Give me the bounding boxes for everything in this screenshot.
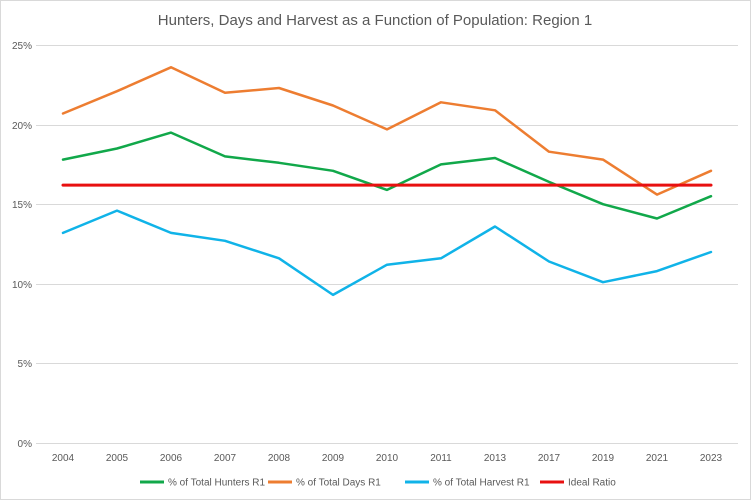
y-tick-label: 5% xyxy=(18,359,33,370)
x-tick-label: 2017 xyxy=(538,453,561,464)
legend-label: % of Total Days R1 xyxy=(296,478,381,489)
y-axis-ticks: 0% 5% 10% 15% 20% 25% xyxy=(12,41,32,450)
x-tick-label: 2011 xyxy=(430,453,452,464)
legend-label: Ideal Ratio xyxy=(568,478,616,489)
series-line-2 xyxy=(61,66,713,196)
series-line-1 xyxy=(61,131,713,220)
x-tick-label: 2023 xyxy=(700,453,723,464)
y-tick-label: 15% xyxy=(12,200,32,211)
x-tick-label: 2007 xyxy=(214,453,237,464)
legend-label: % of Total Hunters R1 xyxy=(168,478,266,489)
x-tick-label: 2008 xyxy=(268,453,291,464)
chart-title: Hunters, Days and Harvest as a Function … xyxy=(158,12,592,29)
series-lines xyxy=(61,66,713,297)
x-tick-label: 2006 xyxy=(160,453,183,464)
x-tick-label: 2009 xyxy=(322,453,345,464)
x-tick-label: 2005 xyxy=(106,453,129,464)
x-tick-label: 2004 xyxy=(52,453,75,464)
x-tick-label: 2019 xyxy=(592,453,615,464)
gridlines xyxy=(36,45,738,444)
y-tick-label: 25% xyxy=(12,41,32,52)
series-line-3 xyxy=(61,209,713,297)
x-tick-label: 2010 xyxy=(376,453,399,464)
y-tick-label: 20% xyxy=(12,121,32,132)
x-axis-ticks: 2004 2005 2006 2007 2008 2009 2010 2011 2013 2017… xyxy=(52,453,723,464)
legend-label: % of Total Harvest R1 xyxy=(433,478,530,489)
y-tick-label: 0% xyxy=(18,439,33,450)
legend: % of Total Hunters R1 % of Total Days R1%… xyxy=(140,478,616,489)
x-tick-label: 2013 xyxy=(484,453,507,464)
y-tick-label: 10% xyxy=(12,280,32,291)
x-tick-label: 2021 xyxy=(646,453,669,464)
